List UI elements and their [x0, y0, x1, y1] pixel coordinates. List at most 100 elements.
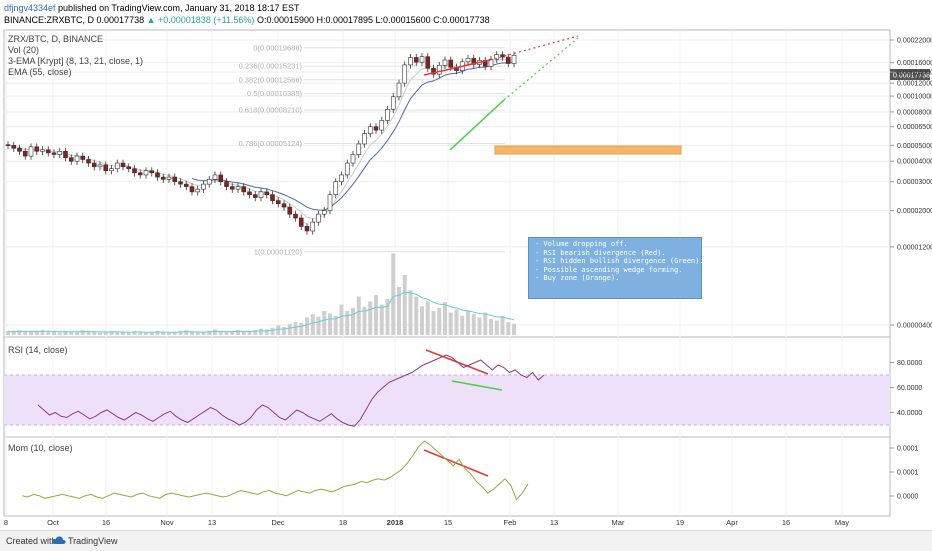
volume-bar: [11, 331, 16, 335]
rsi-axis: 80.0000 60.0000 40.0000: [890, 360, 922, 417]
volume-bar: [6, 331, 10, 335]
time-tick-label: 13: [208, 518, 216, 527]
rsi-hidden-bullish-divergence[interactable]: [451, 380, 503, 391]
volume-bar: [287, 323, 292, 335]
author-link[interactable]: dfjngv4334ef: [4, 3, 56, 13]
fib-retracement[interactable]: 0(0.00019688) 0.236(0.00015231) 0.382(0.00…: [239, 43, 505, 256]
candle: [63, 151, 68, 159]
volume-bar: [213, 329, 217, 335]
volume-bar: [506, 322, 511, 335]
price-tick-label: 0.00002000: [897, 208, 932, 215]
volume-bar: [172, 331, 177, 335]
volume-bar: [466, 311, 470, 335]
price-change: ▲ +0.00001838 (+11.56%): [146, 15, 255, 25]
rsi-tick-label: 80.0000: [897, 360, 922, 367]
volume-bar: [103, 331, 108, 335]
candle: [34, 146, 40, 152]
volume-bar: [224, 331, 229, 335]
candle: [275, 200, 281, 205]
wedge-lower-line[interactable]: [449, 99, 505, 151]
time-tick-label: Nov: [160, 518, 174, 527]
time-tick-label: Mar: [612, 518, 625, 527]
candle: [241, 186, 247, 193]
candle: [465, 58, 471, 63]
price-tick-label: 0.00022000: [897, 38, 932, 45]
annotation-line: - RSI bearish divergence (Red).: [535, 248, 666, 257]
volume-bar: [57, 332, 62, 335]
chart-canvas[interactable]: 0(0.00019688) 0.236(0.00015231) 0.382(0.00…: [0, 0, 932, 530]
mom-axis: 0.0001 0.0001 0.0000: [890, 446, 919, 501]
candle: [367, 126, 373, 134]
time-tick-label: 16: [102, 518, 110, 527]
volume-bar: [374, 295, 378, 335]
candle: [316, 213, 321, 223]
candle: [425, 56, 431, 69]
candle: [350, 154, 356, 164]
volume-bar: [29, 331, 33, 335]
annotation-note[interactable]: - Volume dropping off. - RSI bearish div…: [528, 237, 704, 299]
volume-bar: [443, 302, 447, 335]
candle: [258, 191, 264, 198]
mom-tick-label: 0.0001: [897, 470, 919, 477]
volume-bar: [276, 325, 281, 335]
volume-bar: [69, 331, 74, 335]
price-tick-label: 0.00003000: [897, 179, 932, 186]
volume-bar: [149, 331, 154, 335]
volume-bar: [17, 330, 22, 335]
candle: [304, 226, 310, 232]
volume-bar: [138, 331, 143, 335]
candle: [45, 149, 51, 154]
time-axis[interactable]: 8 Oct 16 Nov 13 Dec 18 2018 15 Feb 13 Mar 19 Apr 16 May: [4, 518, 849, 527]
time-tick-label: Dec: [271, 518, 285, 527]
candle: [321, 210, 327, 215]
volume-bar: [494, 320, 499, 335]
candle: [74, 155, 80, 162]
candle: [235, 186, 241, 190]
candle: [11, 145, 17, 149]
fib-level-label: 0.382(0.00012566): [239, 75, 303, 84]
time-tick-label: Apr: [726, 518, 738, 527]
volume-bar: [305, 317, 309, 335]
volume-bar: [241, 331, 246, 335]
candle: [356, 143, 362, 155]
time-tick-label: 16: [782, 518, 790, 527]
rsi-tick-label: 40.0000: [897, 410, 922, 417]
volume-bar: [63, 331, 68, 335]
wedge-upper-line[interactable]: [423, 59, 491, 76]
wedge-upper-extension[interactable]: [489, 35, 579, 61]
price-tick-label: 0.00006500: [897, 124, 932, 131]
buy-zone[interactable]: [494, 145, 682, 155]
candle: [408, 57, 413, 66]
candle: [247, 191, 252, 195]
volume-bar: [121, 331, 125, 335]
volume-bar: [247, 331, 252, 335]
rsi-tick-label: 60.0000: [897, 385, 922, 392]
volume-bar: [23, 331, 28, 335]
ema55-line: [191, 61, 515, 211]
candle: [212, 174, 218, 180]
candle: [178, 181, 183, 185]
last-price: 0.00017738: [96, 15, 145, 25]
volume-bar: [167, 332, 171, 335]
wedge-lower-extension[interactable]: [503, 37, 579, 101]
volume-bar: [230, 331, 235, 335]
time-tick-label: 8: [4, 518, 8, 527]
price-axis[interactable]: 0.00022000 0.00016000 0.00014000 0.00012000…: [890, 38, 932, 330]
candle: [413, 57, 419, 63]
volume-bar: [379, 304, 384, 335]
volume-ma-line: [7, 291, 515, 333]
candle: [166, 176, 172, 180]
volume-bar: [345, 311, 350, 335]
candle: [195, 188, 201, 193]
pair-legend: ZRX/BTC, D, BINANCE: [8, 34, 104, 44]
candle: [396, 82, 402, 98]
rsi-band: [4, 375, 890, 425]
volume-bar: [40, 330, 45, 335]
volume-bar: [425, 301, 430, 335]
volume-bar: [115, 331, 120, 335]
volume-bar: [299, 323, 304, 335]
tradingview-brand[interactable]: TradingView: [68, 536, 118, 546]
volume-bar: [144, 332, 148, 335]
volume-bar: [282, 327, 286, 335]
volume-bar: [52, 331, 56, 335]
